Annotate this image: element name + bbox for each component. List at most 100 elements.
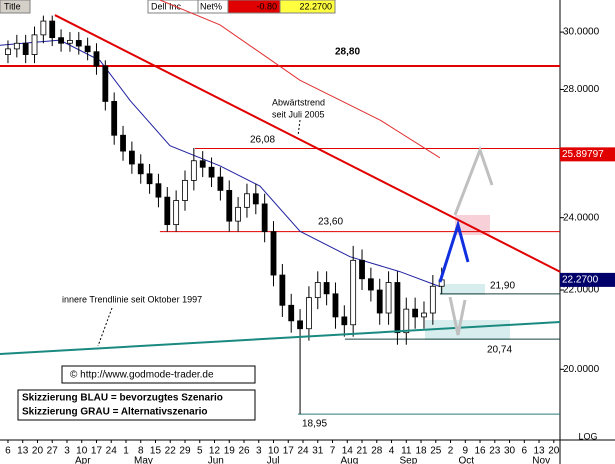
x-tick-label: 16 (474, 446, 486, 457)
level-label: 18,95 (302, 419, 327, 430)
candle-body (376, 289, 383, 314)
y-tick-label: 22.0000 (563, 285, 600, 296)
candle-body (252, 193, 259, 205)
candle-body (208, 166, 215, 178)
candle-body (155, 183, 162, 198)
x-tick-label: 24 (106, 446, 118, 457)
target-zone (455, 215, 490, 235)
month-label: Jun (208, 456, 224, 464)
candle-body (49, 20, 56, 39)
candle-body (367, 278, 374, 291)
x-tick-label: 12 (209, 446, 221, 457)
x-tick-label: 20 (32, 446, 44, 457)
candle-body (173, 200, 180, 226)
field: Net% (200, 1, 222, 11)
x-tick-label: 10 (268, 446, 280, 457)
candle-body (120, 134, 126, 152)
title-text: Title (4, 1, 21, 11)
last: 22.2700 (299, 1, 332, 11)
candle-body (235, 206, 242, 222)
candle-body (412, 308, 419, 318)
legend-box (17, 389, 256, 421)
price-marker-label: 25.89797 (562, 149, 604, 160)
scenario-zones (425, 215, 510, 340)
candle-body (22, 42, 29, 55)
x-tick-label: 28 (371, 446, 383, 457)
candle-body (297, 320, 303, 330)
change: -0.80 (256, 1, 277, 11)
legend-text: Skizzierung GRAU = Alternativszenario (22, 407, 208, 418)
x-tick-label: 5 (197, 446, 203, 457)
x-tick-label: 10 (76, 446, 88, 457)
candle-body (5, 48, 11, 55)
x-tick-label: 31 (312, 446, 324, 457)
copyright-box (61, 365, 256, 384)
x-tick-label: 20 (548, 446, 560, 457)
candle-body (429, 285, 436, 314)
x-tick-label: 6 (522, 446, 528, 457)
annotation: Abwärtstrend (272, 97, 325, 107)
month-label: Apr (75, 456, 91, 464)
candle-body (31, 34, 38, 55)
leader-line (97, 307, 113, 347)
candle-body (146, 173, 153, 185)
trend-line (54, 14, 561, 273)
legend-text: Skizzierung BLAU = bevorzugtes Szenario (22, 393, 223, 404)
candle-body (341, 316, 348, 326)
symbol: Dell Inc (151, 1, 182, 11)
x-tick-label: 25 (430, 446, 442, 457)
title-button[interactable] (0, 0, 31, 14)
candle-body (359, 259, 365, 280)
candle-body (226, 189, 233, 222)
x-tick-label: 24 (297, 446, 309, 457)
x-tick-label: 3 (64, 446, 70, 457)
x-tick-label: 18 (415, 446, 427, 457)
candle-body (394, 282, 401, 334)
preferred-scenario (438, 219, 470, 283)
price-marker (560, 272, 615, 287)
candle-body (67, 40, 73, 44)
x-tick-label: 11 (401, 446, 412, 457)
support-zone (425, 320, 510, 340)
candle-body (421, 312, 427, 318)
x-tick-label: 30 (504, 446, 516, 457)
candle-body (75, 40, 82, 47)
support-zone (440, 284, 485, 295)
month-label: Jul (267, 456, 280, 464)
x-tick-label: 17 (283, 446, 295, 457)
candle-body (199, 160, 206, 168)
y-tick-label: 28.0000 (563, 84, 600, 95)
y-tick-label: 30.0000 (563, 27, 600, 38)
x-tick-label: 8 (138, 446, 144, 457)
leader-line (297, 119, 301, 137)
x-tick-label: 2 (448, 446, 454, 457)
x-tick-label: 4 (389, 446, 395, 457)
level-label: 21,90 (490, 281, 515, 292)
candle-body (314, 282, 321, 299)
month-label: Nov (532, 456, 550, 464)
header: Title Dell Inc Net% -0.80 22.2700 (0, 0, 336, 14)
y-tick-label: 24.0000 (563, 212, 600, 223)
level-label: 26,08 (250, 135, 275, 146)
candle-body (102, 65, 109, 102)
scale-label: LOG (578, 431, 597, 441)
x-tick-label: 7 (330, 446, 336, 457)
alternative-scenario (453, 145, 494, 216)
candle-body (58, 37, 64, 44)
candle-body (164, 196, 171, 226)
candle-body (288, 304, 295, 322)
candle-body (111, 101, 118, 136)
candle-body (403, 308, 410, 334)
x-tick-label: 6 (5, 446, 11, 457)
candle-body (279, 274, 286, 306)
level-label: 28,80 (335, 47, 360, 58)
candle-body (306, 297, 312, 330)
x-tick-label: 3 (256, 446, 262, 457)
candle-body (323, 282, 330, 295)
candle-body (350, 259, 357, 326)
candle-body (332, 293, 339, 318)
level-label: 23,60 (318, 217, 343, 228)
price-marker-label: 22.2700 (562, 275, 599, 286)
trend-line (0, 321, 561, 356)
x-tick-label: 19 (224, 446, 236, 457)
